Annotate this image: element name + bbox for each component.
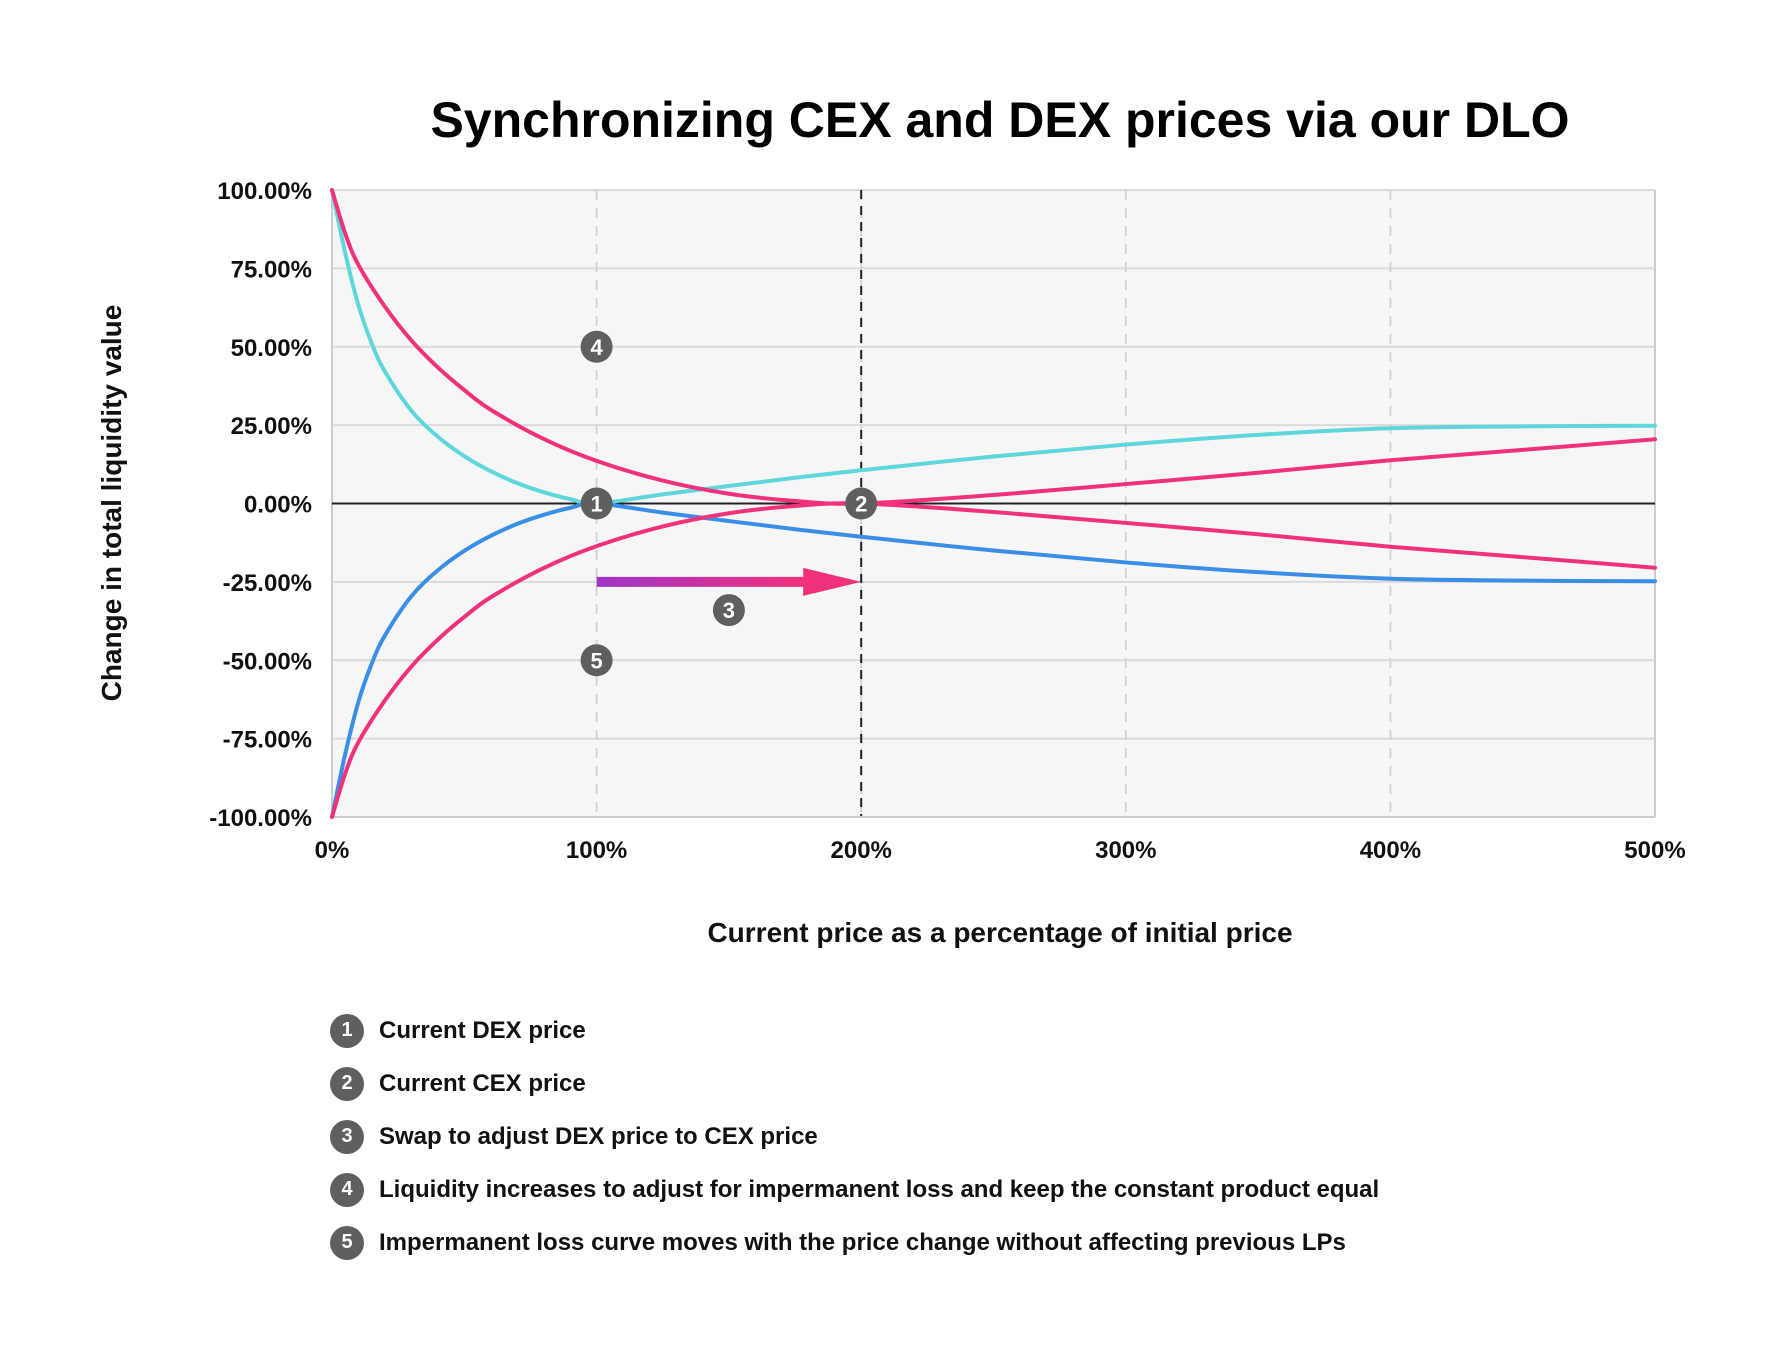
chart-title: Synchronizing CEX and DEX prices via our…	[430, 92, 1569, 148]
marker-3: 3	[712, 594, 745, 627]
arrow-shaft	[596, 576, 806, 587]
x-tick-label: 400%	[1360, 837, 1421, 864]
y-tick-labels: 100.00% 75.00% 50.00% 25.00% 0.00% -25.00% -50…	[209, 178, 312, 832]
legend-item: 1 Current DEX price	[330, 1004, 1379, 1057]
marker-circle	[712, 594, 745, 627]
marker-label: 3	[723, 598, 735, 623]
legend-item: 5 Impermanent loss curve moves with the p…	[330, 1216, 1379, 1269]
marker-label: 4	[590, 335, 603, 360]
y-tick-label: -100.00%	[209, 805, 312, 832]
legend-text: Current CEX price	[379, 1069, 586, 1097]
x-axis-label: Current price as a percentage of initial…	[707, 917, 1292, 948]
legend-number-badge: 1	[330, 1013, 364, 1048]
legend: 1 Current DEX price 2 Current CEX price 3 Swa…	[330, 1004, 1379, 1269]
series-line-3	[330, 188, 1657, 506]
x-tick-label: 100%	[566, 837, 627, 864]
x-tick-label: 300%	[1095, 837, 1156, 864]
marker-label: 5	[590, 648, 602, 673]
legend-number-badge: 2	[330, 1066, 364, 1101]
x-tick-label: 0%	[315, 837, 350, 864]
y-tick-label: 50.00%	[231, 335, 312, 362]
axes	[331, 190, 1656, 818]
marker-label: 2	[855, 492, 867, 517]
y-axis-label: Change in total liquidity value	[96, 305, 127, 702]
marker-label: 1	[590, 492, 602, 517]
markers: 1 2 3 4 5	[580, 330, 878, 677]
legend-item: 2 Current CEX price	[330, 1057, 1379, 1110]
marker-circle	[845, 487, 878, 520]
legend-item: 4 Liquidity increases to adjust for imper…	[330, 1163, 1379, 1216]
arrow-head	[803, 567, 862, 596]
legend-number-badge: 5	[330, 1225, 364, 1260]
legend-number-badge: 4	[330, 1172, 364, 1207]
y-tick-label: 25.00%	[231, 413, 312, 440]
marker-5: 5	[580, 644, 613, 677]
marker-circle	[580, 330, 613, 363]
legend-number-badge: 3	[330, 1119, 364, 1154]
y-tick-label: -50.00%	[223, 648, 312, 675]
marker-circle	[580, 644, 613, 677]
x-tick-label: 200%	[831, 837, 892, 864]
y-tick-label: -25.00%	[223, 570, 312, 597]
x-tick-labels: 0% 100% 200% 300% 400% 500%	[315, 837, 1686, 864]
marker-2: 2	[845, 487, 878, 520]
swap-arrow	[596, 567, 862, 596]
marker-1: 1	[580, 487, 613, 520]
y-tick-label: -75.00%	[223, 727, 312, 754]
legend-item: 3 Swap to adjust DEX price to CEX price	[330, 1110, 1379, 1163]
x-tick-label: 500%	[1624, 837, 1685, 864]
legend-text: Liquidity increases to adjust for imperm…	[379, 1175, 1380, 1203]
legend-text: Current DEX price	[379, 1016, 586, 1044]
marker-circle	[580, 487, 613, 520]
marker-4: 4	[580, 330, 613, 363]
legend-text: Impermanent loss curve moves with the pr…	[379, 1228, 1346, 1256]
y-tick-label: 100.00%	[217, 178, 312, 205]
legend-text: Swap to adjust DEX price to CEX price	[379, 1122, 818, 1150]
y-tick-label: 0.00%	[244, 492, 312, 519]
y-tick-label: 75.00%	[231, 256, 312, 283]
series-line-4	[330, 501, 1657, 819]
